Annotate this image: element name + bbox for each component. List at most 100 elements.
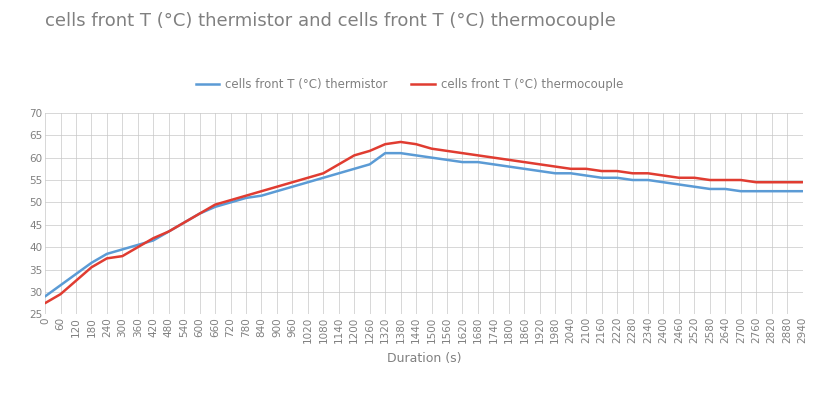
cells front T (°C) thermocouple bbox=[71, 278, 81, 283]
cells front T (°C) thermistor bbox=[690, 184, 699, 189]
cells front T (°C) thermocouple bbox=[782, 180, 792, 185]
cells front T (°C) thermocouple bbox=[581, 166, 591, 171]
cells front T (°C) thermistor bbox=[272, 189, 282, 193]
cells front T (°C) thermistor bbox=[71, 272, 81, 276]
Line: cells front T (°C) thermistor: cells front T (°C) thermistor bbox=[45, 153, 803, 297]
cells front T (°C) thermocouple bbox=[102, 256, 112, 261]
cells front T (°C) thermocouple bbox=[458, 151, 468, 156]
cells front T (°C) thermocouple bbox=[550, 164, 560, 169]
cells front T (°C) thermocouple bbox=[627, 171, 637, 176]
cells front T (°C) thermistor bbox=[658, 180, 668, 185]
cells front T (°C) thermocouple bbox=[751, 180, 761, 185]
cells front T (°C) thermocouple bbox=[767, 180, 776, 185]
cells front T (°C) thermistor bbox=[519, 166, 529, 171]
cells front T (°C) thermocouple bbox=[473, 153, 483, 158]
cells front T (°C) thermocouple bbox=[226, 198, 236, 203]
cells front T (°C) thermocouple bbox=[674, 175, 684, 180]
X-axis label: Duration (s): Duration (s) bbox=[387, 352, 461, 365]
cells front T (°C) thermocouple bbox=[133, 245, 143, 249]
cells front T (°C) thermistor bbox=[87, 260, 97, 265]
cells front T (°C) thermistor bbox=[102, 251, 112, 256]
cells front T (°C) thermocouple bbox=[380, 142, 390, 147]
cells front T (°C) thermistor bbox=[581, 173, 591, 178]
cells front T (°C) thermistor bbox=[396, 151, 405, 156]
Line: cells front T (°C) thermocouple: cells front T (°C) thermocouple bbox=[45, 142, 803, 303]
cells front T (°C) thermocouple bbox=[56, 292, 66, 297]
cells front T (°C) thermistor bbox=[380, 151, 390, 156]
cells front T (°C) thermistor bbox=[117, 247, 127, 252]
cells front T (°C) thermistor bbox=[411, 153, 421, 158]
cells front T (°C) thermocouple bbox=[40, 301, 50, 305]
cells front T (°C) thermocouple bbox=[334, 162, 344, 167]
cells front T (°C) thermistor bbox=[798, 189, 808, 193]
cells front T (°C) thermocouple bbox=[87, 265, 97, 270]
cells front T (°C) thermistor bbox=[597, 175, 607, 180]
cells front T (°C) thermistor bbox=[674, 182, 684, 187]
cells front T (°C) thermocouple bbox=[798, 180, 808, 185]
cells front T (°C) thermocouple bbox=[535, 162, 545, 167]
cells front T (°C) thermistor bbox=[612, 175, 622, 180]
cells front T (°C) thermistor bbox=[256, 193, 266, 198]
cells front T (°C) thermocouple bbox=[241, 193, 251, 198]
cells front T (°C) thermocouple bbox=[643, 171, 653, 176]
cells front T (°C) thermocouple bbox=[319, 171, 328, 176]
cells front T (°C) thermocouple bbox=[519, 160, 529, 164]
cells front T (°C) thermistor bbox=[735, 189, 745, 193]
cells front T (°C) thermistor bbox=[350, 166, 360, 171]
cells front T (°C) thermocouple bbox=[566, 166, 576, 171]
cells front T (°C) thermistor bbox=[148, 238, 158, 243]
cells front T (°C) thermocouple bbox=[658, 173, 668, 178]
Text: cells front T (°C) thermistor and cells front T (°C) thermocouple: cells front T (°C) thermistor and cells … bbox=[45, 12, 616, 30]
cells front T (°C) thermistor bbox=[566, 171, 576, 176]
cells front T (°C) thermocouple bbox=[442, 148, 452, 153]
cells front T (°C) thermistor bbox=[767, 189, 776, 193]
cells front T (°C) thermistor bbox=[721, 187, 731, 191]
cells front T (°C) thermistor bbox=[195, 211, 205, 216]
Legend: cells front T (°C) thermistor, cells front T (°C) thermocouple: cells front T (°C) thermistor, cells fro… bbox=[196, 79, 623, 91]
cells front T (°C) thermistor bbox=[226, 200, 236, 205]
cells front T (°C) thermocouple bbox=[287, 180, 297, 185]
cells front T (°C) thermistor bbox=[705, 187, 715, 191]
cells front T (°C) thermocouple bbox=[721, 178, 731, 183]
cells front T (°C) thermistor bbox=[56, 283, 66, 288]
cells front T (°C) thermocouple bbox=[303, 175, 313, 180]
cells front T (°C) thermistor bbox=[319, 175, 328, 180]
cells front T (°C) thermistor bbox=[627, 178, 637, 183]
cells front T (°C) thermocouple bbox=[427, 146, 437, 151]
cells front T (°C) thermistor bbox=[40, 294, 50, 299]
cells front T (°C) thermocouple bbox=[396, 139, 405, 144]
cells front T (°C) thermocouple bbox=[148, 236, 158, 241]
cells front T (°C) thermocouple bbox=[690, 175, 699, 180]
cells front T (°C) thermistor bbox=[782, 189, 792, 193]
cells front T (°C) thermistor bbox=[473, 160, 483, 164]
cells front T (°C) thermocouple bbox=[272, 184, 282, 189]
cells front T (°C) thermistor bbox=[179, 220, 189, 225]
cells front T (°C) thermocouple bbox=[195, 211, 205, 216]
cells front T (°C) thermistor bbox=[442, 158, 452, 162]
cells front T (°C) thermocouple bbox=[504, 158, 514, 162]
cells front T (°C) thermistor bbox=[133, 243, 143, 247]
cells front T (°C) thermistor bbox=[427, 155, 437, 160]
cells front T (°C) thermocouple bbox=[735, 178, 745, 183]
cells front T (°C) thermocouple bbox=[117, 254, 127, 259]
cells front T (°C) thermocouple bbox=[210, 202, 220, 207]
cells front T (°C) thermocouple bbox=[256, 189, 266, 193]
cells front T (°C) thermocouple bbox=[164, 229, 174, 234]
cells front T (°C) thermocouple bbox=[612, 168, 622, 173]
cells front T (°C) thermistor bbox=[550, 171, 560, 176]
cells front T (°C) thermistor bbox=[364, 162, 374, 167]
cells front T (°C) thermocouple bbox=[488, 155, 498, 160]
cells front T (°C) thermistor bbox=[458, 160, 468, 164]
cells front T (°C) thermistor bbox=[751, 189, 761, 193]
cells front T (°C) thermistor bbox=[504, 164, 514, 169]
cells front T (°C) thermocouple bbox=[597, 168, 607, 173]
cells front T (°C) thermistor bbox=[643, 178, 653, 183]
cells front T (°C) thermocouple bbox=[179, 220, 189, 225]
cells front T (°C) thermistor bbox=[303, 180, 313, 185]
cells front T (°C) thermistor bbox=[488, 162, 498, 167]
cells front T (°C) thermistor bbox=[164, 229, 174, 234]
cells front T (°C) thermistor bbox=[210, 204, 220, 209]
cells front T (°C) thermistor bbox=[535, 168, 545, 173]
cells front T (°C) thermocouple bbox=[364, 148, 374, 153]
cells front T (°C) thermistor bbox=[287, 184, 297, 189]
